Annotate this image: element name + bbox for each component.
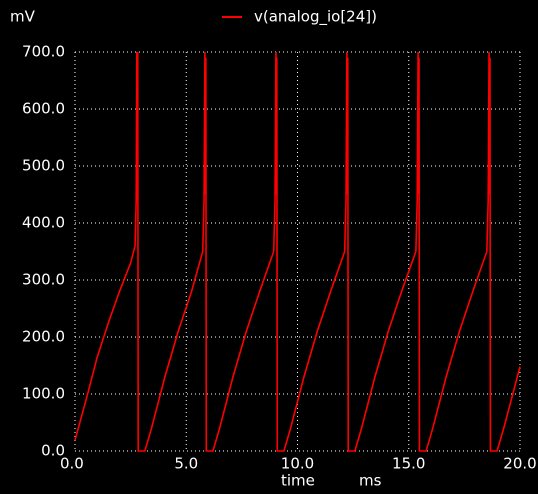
legend-label: v(analog_io[24]) — [254, 8, 377, 27]
y-tick-label: 200.0 — [22, 328, 65, 346]
y-tick-label: 100.0 — [22, 385, 65, 403]
y-tick-label: 700.0 — [22, 43, 65, 61]
x-unit: ms — [359, 472, 382, 490]
x-tick-label: 15.0 — [392, 455, 425, 473]
x-tick-label: 10.0 — [281, 455, 314, 473]
x-label: time — [281, 472, 315, 490]
y-tick-label: 300.0 — [22, 271, 65, 289]
x-tick-label: 20.0 — [503, 455, 536, 473]
y-tick-label: 500.0 — [22, 157, 65, 175]
y-tick-label: 400.0 — [22, 214, 65, 232]
x-tick-label: 0.0 — [60, 455, 84, 473]
y-tick-label: 600.0 — [22, 100, 65, 118]
x-tick-label: 5.0 — [174, 455, 198, 473]
series-line — [74, 51, 521, 452]
y-unit: mV — [10, 8, 36, 26]
y-tick-label: 0.0 — [41, 442, 65, 460]
